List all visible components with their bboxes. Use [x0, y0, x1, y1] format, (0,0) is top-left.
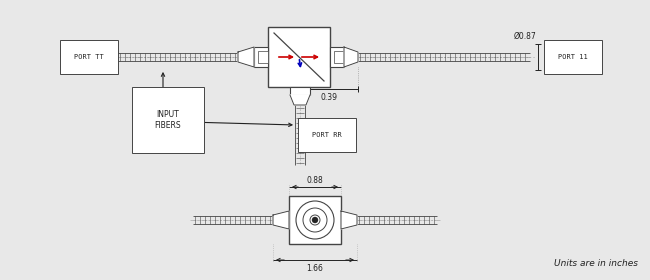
Polygon shape: [341, 211, 357, 229]
Bar: [289, 196, 341, 244]
Polygon shape: [238, 47, 254, 67]
Circle shape: [312, 217, 318, 223]
Bar: [254, 47, 268, 67]
Polygon shape: [344, 47, 358, 67]
Bar: [290, 87, 310, 95]
Bar: [268, 27, 330, 87]
Polygon shape: [273, 211, 289, 229]
Bar: [334, 51, 344, 63]
Bar: [330, 47, 344, 67]
Text: 0.88: 0.88: [307, 176, 324, 185]
Text: 0.39: 0.39: [320, 93, 337, 102]
Text: Units are in inches: Units are in inches: [554, 259, 638, 268]
Polygon shape: [290, 95, 310, 105]
Text: 1.66: 1.66: [307, 264, 324, 273]
Text: Ø0.87: Ø0.87: [514, 32, 536, 41]
Text: PORT 11: PORT 11: [558, 54, 588, 60]
Text: INPUT
FIBERS: INPUT FIBERS: [155, 110, 181, 130]
Text: PORT TT: PORT TT: [74, 54, 104, 60]
Text: PORT RR: PORT RR: [312, 132, 342, 138]
Bar: [258, 51, 268, 63]
